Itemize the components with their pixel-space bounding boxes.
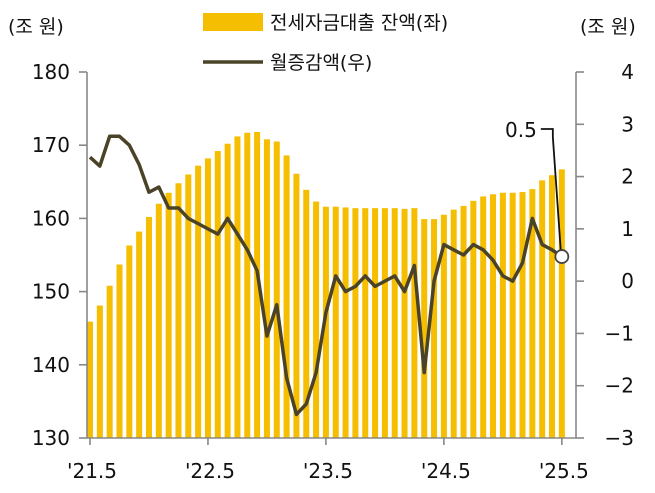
last-point-marker xyxy=(554,249,570,264)
right-tick-label: 0 xyxy=(621,269,634,293)
bar xyxy=(411,208,418,438)
left-tick-label: 160 xyxy=(32,206,70,230)
right-tick-label: −2 xyxy=(605,374,634,398)
right-tick-label: 1 xyxy=(621,217,634,241)
bar xyxy=(204,158,211,438)
left-tick-label: 170 xyxy=(32,133,70,157)
x-tick-label: '25.5 xyxy=(539,459,589,483)
axes xyxy=(86,72,577,439)
bar xyxy=(224,143,231,439)
bar xyxy=(175,183,182,438)
left-tick-label: 140 xyxy=(32,353,70,377)
bar xyxy=(401,208,408,438)
bar xyxy=(342,207,349,438)
legend-line-label: 월증감액(우) xyxy=(270,52,372,74)
bar xyxy=(303,189,310,438)
x-tick-label: '23.5 xyxy=(303,459,353,483)
bar xyxy=(234,136,241,439)
bar xyxy=(145,216,152,438)
bar xyxy=(391,208,398,438)
right-axis-ticks: −3 −2 −1 0 1 2 3 4 xyxy=(576,60,634,450)
bar xyxy=(136,231,143,438)
bar xyxy=(509,192,516,438)
bar xyxy=(273,141,280,439)
bar xyxy=(421,219,428,438)
left-tick-label: 180 xyxy=(32,60,70,84)
right-tick-label: 4 xyxy=(621,60,634,84)
bar xyxy=(126,245,133,438)
bar xyxy=(499,192,506,438)
right-tick-label: 3 xyxy=(621,112,634,136)
bar xyxy=(470,200,477,438)
bar xyxy=(116,264,123,438)
right-axis-unit: (조 원) xyxy=(580,16,636,38)
legend: 전세자금대출 잔액(좌) 월증감액(우) xyxy=(203,12,448,74)
x-tick-label: '24.5 xyxy=(421,459,471,483)
bar xyxy=(431,219,438,438)
bar xyxy=(293,173,300,438)
bar xyxy=(381,208,388,438)
right-tick-label: −3 xyxy=(605,426,634,450)
annotation: 0.5 xyxy=(505,118,570,264)
x-axis-ticks: '21.5 '22.5 '23.5 '24.5 '25.5 xyxy=(67,438,589,483)
left-tick-label: 150 xyxy=(32,280,70,304)
bar xyxy=(519,192,526,438)
bar xyxy=(106,285,113,438)
bar xyxy=(263,139,270,438)
left-axis-unit: (조 원) xyxy=(8,16,64,38)
bar xyxy=(332,206,339,438)
bar xyxy=(185,174,192,439)
annotation-label: 0.5 xyxy=(505,118,537,142)
bar xyxy=(490,194,497,438)
bar xyxy=(96,305,103,438)
bar xyxy=(352,208,359,438)
bar xyxy=(87,321,93,438)
bar xyxy=(480,196,487,438)
bar xyxy=(362,208,369,438)
line-series-path xyxy=(88,134,563,417)
right-tick-label: 2 xyxy=(621,165,634,189)
bar xyxy=(254,132,261,438)
bar xyxy=(549,175,556,438)
bar xyxy=(558,169,565,439)
bar xyxy=(539,180,546,438)
bar xyxy=(460,205,467,438)
bar xyxy=(440,214,447,438)
bar xyxy=(372,208,379,438)
bar xyxy=(195,165,202,438)
line-series xyxy=(88,134,563,417)
left-axis-ticks: 130 140 150 160 170 180 xyxy=(32,60,87,450)
bar xyxy=(155,203,162,438)
bar xyxy=(450,209,457,438)
legend-bar-swatch xyxy=(203,13,263,31)
bar xyxy=(313,201,320,438)
x-tick-label: '22.5 xyxy=(185,459,235,483)
bar xyxy=(214,151,221,438)
right-tick-label: −1 xyxy=(605,321,634,345)
left-tick-label: 130 xyxy=(32,426,70,450)
legend-bar-label: 전세자금대출 잔액(좌) xyxy=(270,12,448,34)
bar xyxy=(165,192,172,438)
bar-series xyxy=(87,132,565,439)
bar xyxy=(244,132,251,438)
x-tick-label: '21.5 xyxy=(67,459,117,483)
annotation-leader xyxy=(540,128,562,252)
bar xyxy=(529,189,536,438)
bar xyxy=(283,155,290,438)
